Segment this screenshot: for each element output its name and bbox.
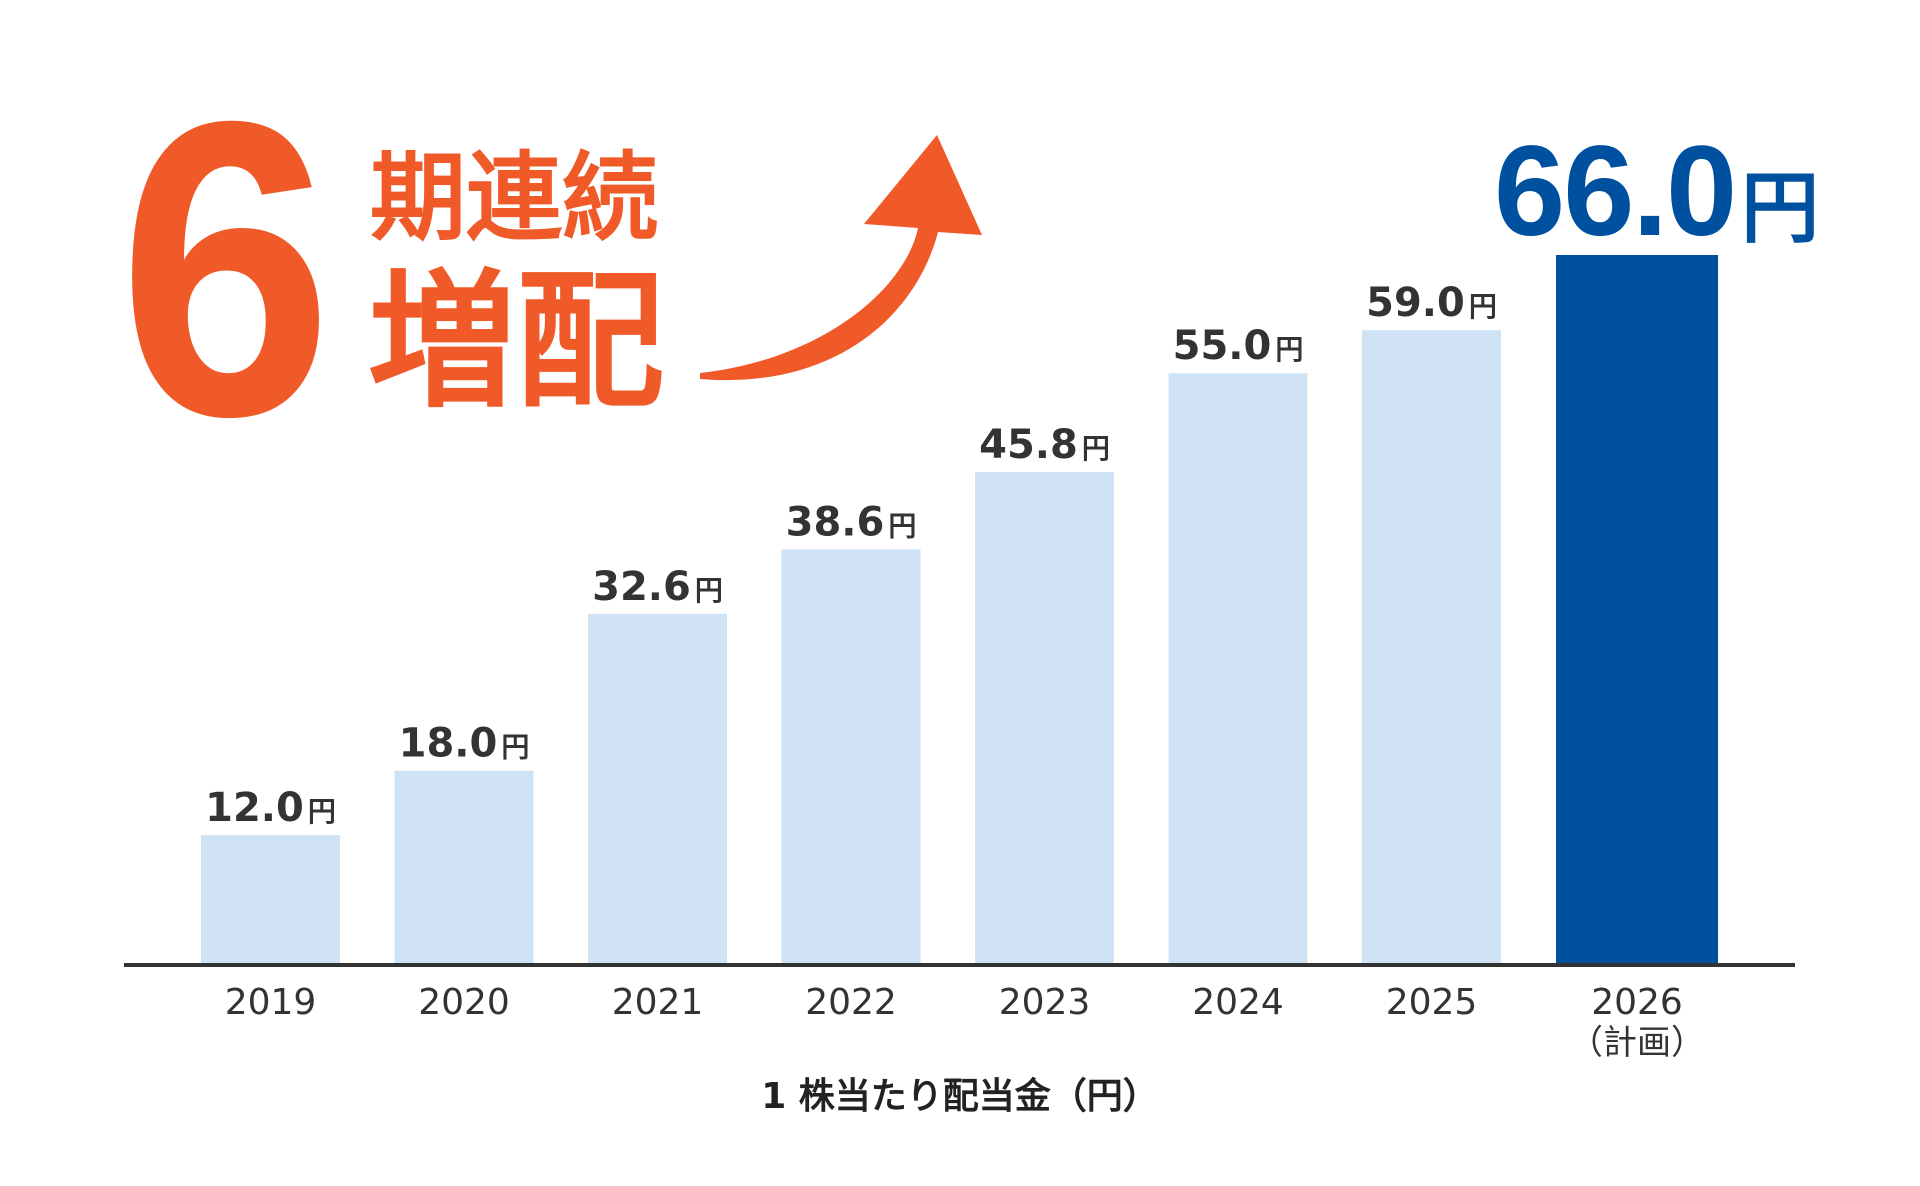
value-label: 18.0 円: [399, 721, 530, 767]
bar-2024: [1168, 373, 1308, 965]
x-tick-label: 2026: [1591, 982, 1683, 1023]
x-tick-label: 2019: [225, 982, 317, 1023]
dividend-increase-label: 増配: [368, 256, 664, 428]
x-axis-title: 1 株当たり配当金（円）: [761, 1075, 1159, 1117]
streak-count: 6: [118, 35, 333, 504]
value-label: 12.0 円: [205, 785, 336, 831]
x-tick-label: 2025: [1386, 982, 1478, 1023]
x-tick-label: 2021: [612, 982, 704, 1023]
bar-2022: [781, 549, 921, 964]
bar-2025: [1362, 330, 1501, 964]
value-label: 32.6 円: [592, 564, 723, 610]
x-tick-sublabel: （計画）: [1569, 1023, 1705, 1063]
x-tick-label: 2023: [999, 982, 1091, 1023]
value-label: 45.8 円: [979, 422, 1110, 468]
bar-2021: [588, 613, 727, 964]
x-tick-label: 2020: [418, 982, 510, 1023]
bar-2023: [975, 471, 1114, 964]
x-tick-label: 2022: [805, 982, 897, 1023]
bar-2019: [201, 835, 340, 964]
value-label: 55.0 円: [1173, 323, 1304, 369]
target-unit: 円: [1741, 164, 1820, 254]
value-label: 38.6 円: [786, 499, 917, 545]
bar-2020: [394, 770, 534, 964]
growth-arrow-icon: [700, 135, 982, 381]
bar-2026: [1556, 255, 1718, 964]
target-value: 66.0: [1494, 120, 1737, 263]
streak-label: 期連続: [370, 142, 658, 254]
target-dividend: 66.0円: [1494, 118, 1819, 265]
x-tick-label: 2024: [1192, 982, 1284, 1023]
value-label: 59.0 円: [1366, 280, 1497, 326]
